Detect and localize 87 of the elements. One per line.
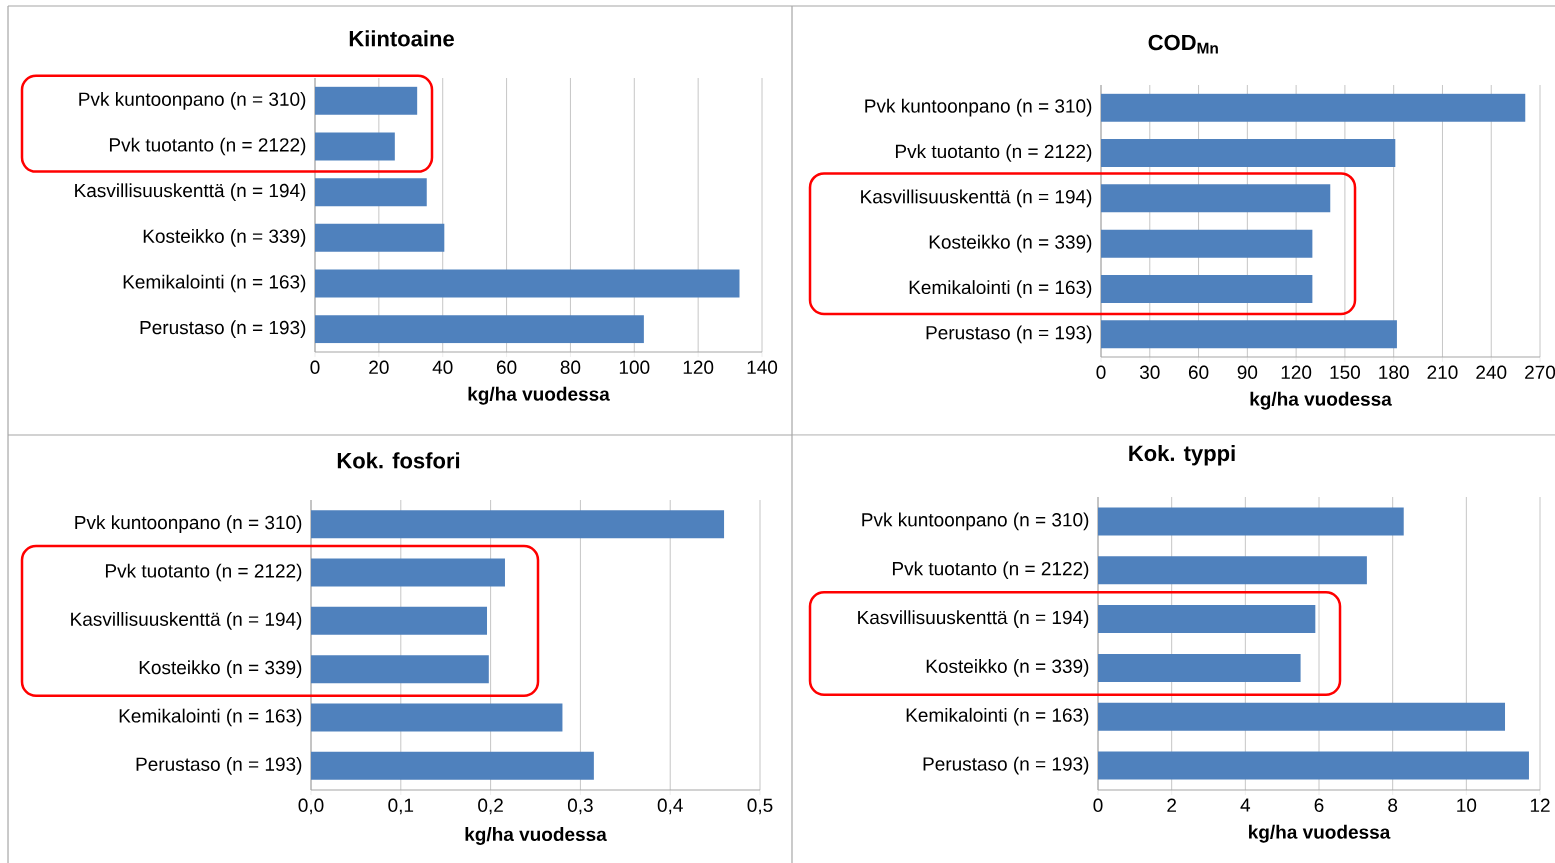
chart-title: Kok. typpi (1129, 444, 1235, 466)
chart-title: COD$_{Mn}$ (1148, 34, 1218, 54)
bar (315, 223, 445, 252)
bar (1098, 556, 1367, 585)
bar (1098, 751, 1529, 780)
x-tick-label: 80 (560, 360, 581, 374)
y-tick-label: Pvk tuotanto (n = 2122) (895, 144, 1092, 162)
y-tick-label: Kemikalointi (n = 163) (123, 274, 306, 293)
x-tick-label: 10 (1457, 798, 1477, 812)
bar (1098, 702, 1506, 731)
chart-title: Kok. fosfori (337, 452, 460, 469)
y-tick-label: Pvk kuntoonpano (n = 310) (79, 91, 306, 110)
bar (1101, 275, 1313, 303)
y-tick-label: Pvk kuntoonpano (n = 310) (865, 98, 1092, 117)
bar (311, 558, 505, 587)
x-tick-label: 270 (1525, 365, 1555, 379)
x-tick-label: 60 (496, 360, 517, 374)
y-tick-label: Kasvillisuuskenttä (n = 194) (858, 610, 1089, 628)
x-tick-label: 180 (1379, 365, 1409, 379)
bar (315, 315, 644, 344)
x-tick-label: 0 (310, 360, 320, 374)
bar (315, 178, 427, 207)
y-tick-label: Kemikalointi (n = 163) (119, 708, 302, 727)
x-tick-label: 6 (1314, 798, 1324, 812)
bar (1098, 507, 1404, 536)
x-tick-label: 0,1 (388, 798, 414, 815)
x-tick-label: 0 (1093, 798, 1103, 812)
x-tick-label: 20 (369, 360, 389, 374)
x-tick-label: 150 (1330, 365, 1360, 379)
chart-title: Kiintoaine (349, 30, 454, 47)
bar (1098, 605, 1316, 634)
y-tick-label: Kosteikko (n = 339) (143, 228, 306, 247)
bar (1101, 139, 1396, 167)
bar (1101, 93, 1526, 122)
bar (311, 510, 725, 539)
bar (315, 132, 395, 161)
x-tick-label: 0,4 (657, 798, 683, 815)
bar (1101, 320, 1397, 349)
y-tick-label: Kosteikko (n = 339) (926, 659, 1089, 677)
y-tick-label: Perustaso (n = 193) (136, 756, 302, 775)
bar (1101, 184, 1331, 213)
x-tick-label: 120 (683, 360, 714, 374)
bar (311, 703, 563, 732)
x-tick-label: 0,5 (747, 798, 773, 815)
x-tick-label: 12 (1530, 798, 1550, 812)
bar (311, 606, 488, 635)
x-tick-label: 2 (1167, 798, 1177, 812)
y-tick-label: Kasvillisuuskenttä (n = 194) (861, 189, 1092, 208)
y-tick-label: Perustaso (n = 193) (140, 320, 306, 339)
bar (315, 269, 740, 298)
y-tick-label: Pvk tuotanto (n = 2122) (892, 561, 1089, 580)
x-tick-label: 0,3 (567, 798, 593, 815)
x-tick-label: 4 (1240, 798, 1251, 812)
x-tick-label: 0 (1096, 365, 1106, 379)
x-axis-title: kg/ha vuodessa (1249, 824, 1391, 843)
y-tick-label: Pvk kuntoonpano (n = 310) (75, 515, 302, 534)
y-tick-label: Kemikalointi (n = 163) (909, 280, 1092, 298)
x-tick-label: 0,0 (298, 798, 324, 815)
x-tick-label: 0,2 (478, 798, 503, 815)
x-tick-label: 120 (1281, 365, 1312, 379)
y-tick-label: Pvk tuotanto (n = 2122) (105, 563, 302, 582)
bar (311, 751, 594, 780)
y-tick-label: Kemikalointi (n = 163) (906, 707, 1089, 726)
bar (315, 86, 418, 115)
x-tick-label: 60 (1188, 365, 1209, 379)
x-tick-label: 90 (1237, 365, 1258, 379)
x-axis-title: kg/ha vuodessa (1250, 391, 1392, 410)
y-tick-label: Pvk tuotanto (n = 2122) (109, 137, 306, 156)
x-axis-title: kg/ha vuodessa (468, 386, 610, 405)
x-tick-label: 30 (1139, 365, 1160, 379)
x-tick-label: 8 (1388, 798, 1398, 812)
x-tick-label: 210 (1427, 365, 1458, 379)
y-tick-label: Kosteikko (n = 339) (139, 660, 302, 679)
x-tick-label: 40 (432, 360, 453, 374)
y-tick-label: Pvk kuntoonpano (n = 310) (862, 512, 1089, 531)
y-tick-label: Kasvillisuuskenttä (n = 194) (71, 611, 302, 630)
x-tick-label: 240 (1476, 365, 1507, 379)
y-tick-label: Kosteikko (n = 339) (929, 234, 1092, 253)
x-tick-label: 140 (747, 360, 778, 374)
bar (1098, 653, 1301, 682)
x-tick-label: 100 (619, 360, 650, 374)
y-tick-label: Perustaso (n = 193) (923, 756, 1089, 775)
bar (1101, 229, 1313, 258)
y-tick-label: Kasvillisuuskenttä (n = 194) (75, 183, 306, 202)
y-tick-label: Perustaso (n = 193) (926, 325, 1092, 344)
x-axis-title: kg/ha vuodessa (465, 827, 607, 845)
bar (311, 655, 489, 684)
